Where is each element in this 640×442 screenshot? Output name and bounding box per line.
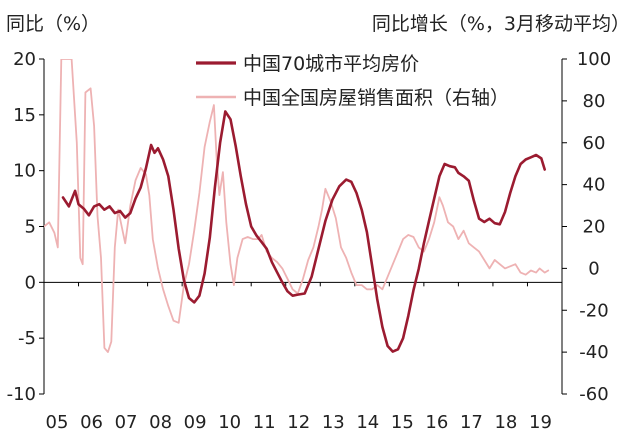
right-axis-title: 同比增长（%，3月移动平均）: [372, 13, 630, 35]
right-axis-tick-label: -40: [579, 342, 608, 363]
right-axis-tick-label: -20: [579, 300, 608, 321]
x-axis-tick-label: 19: [529, 412, 552, 433]
x-axis-tick-label: 11: [253, 412, 276, 433]
plot-area: [44, 59, 550, 353]
legend-label: 中国70城市平均房价: [243, 53, 419, 75]
left-axis-tick-label: 10: [13, 161, 36, 182]
axes: 20 15 10 5 0 -5 -10 100 80 60 40 20 0 -20 -40 -60 05 06 07…: [7, 49, 612, 433]
x-axis-tick-label: 07: [115, 412, 138, 433]
left-axis-tick-label: 0: [25, 272, 36, 293]
x-axis-tick-label: 15: [391, 412, 414, 433]
right-axis-tick-label: 40: [583, 175, 606, 196]
series-line-sales-area: [44, 59, 550, 353]
x-axis-tick-label: 14: [356, 412, 379, 433]
right-axis-tick-label: -60: [579, 384, 608, 405]
x-axis-tick-label: 12: [287, 412, 310, 433]
left-axis-tick-label: 15: [13, 105, 36, 126]
x-axis-tick-label: 10: [218, 412, 241, 433]
x-axis-tick-label: 17: [460, 412, 483, 433]
x-axis-tick-label: 09: [184, 412, 207, 433]
right-axis-tick-label: 20: [583, 217, 606, 238]
left-axis-tick-label: 20: [13, 49, 36, 70]
right-axis-tick-label: 80: [583, 91, 606, 112]
legend-label: 中国全国房屋销售面积（右轴）: [243, 87, 509, 109]
left-axis-title: 同比（%）: [6, 13, 100, 35]
right-axis-tick-label: 100: [577, 49, 611, 70]
x-axis-tick-label: 08: [149, 412, 172, 433]
x-axis-tick-label: 06: [80, 412, 103, 433]
series-line-house-price: [61, 110, 546, 353]
left-axis-tick-label: -5: [18, 328, 36, 349]
left-axis-tick-label: -10: [7, 384, 36, 405]
x-axis-tick-label: 16: [425, 412, 448, 433]
left-axis-tick-label: 5: [25, 217, 36, 238]
x-axis-tick-label: 18: [494, 412, 517, 433]
right-axis-tick-label: 0: [588, 258, 599, 279]
x-axis-tick-label: 13: [322, 412, 345, 433]
x-axis-tick-label: 05: [46, 412, 69, 433]
right-axis-tick-label: 60: [583, 133, 606, 154]
